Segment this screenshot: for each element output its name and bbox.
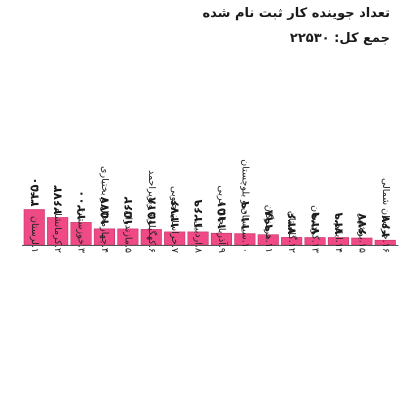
category-label-16: ۱۶.خراسان شمالی: [380, 178, 391, 253]
category-label-8: ۸.اردبیل: [193, 221, 204, 253]
chart-subtitle: جمع کل: ۲۲۵۳۰: [289, 31, 390, 46]
category-label-7: ۷.خراسان جنوبی: [169, 186, 180, 253]
value-label-14: ۷۲۹: [331, 212, 345, 235]
category-label-12: ۱۲.گلستان: [286, 211, 298, 253]
value-label-9: ۱۱۵۱: [214, 201, 228, 230]
category-label-6: ۶.کهگیلویه وبویراحمد: [146, 170, 158, 253]
value-label-1: ۳۴۵۰: [27, 177, 41, 206]
value-label-7: ۱۲۷۶: [168, 200, 182, 229]
category-label-3: ۳.خوزستان: [76, 209, 87, 253]
value-label-13: ۷۲۹: [308, 212, 322, 235]
category-label-1: ۱.لرستان: [29, 216, 40, 253]
value-label-5: ۱۵۶۲: [121, 196, 135, 226]
category-label-10: ۱۰.سیستان و بلوچستان: [239, 159, 250, 253]
value-label-12: ۷۳۶: [285, 212, 299, 234]
category-label-9: ۹.آذربایجان غربی: [216, 185, 229, 253]
category-label-2: ۲.کرمانشاه: [52, 208, 63, 253]
category-label-14: ۱۴.ایلام: [333, 223, 344, 253]
chart-title: تعداد جوینده کار ثبت نام شده: [202, 6, 390, 21]
category-label-5: ۵.مازندران: [122, 210, 133, 253]
value-label-11: ۹۹۸: [261, 209, 275, 232]
value-label-6: ۱۵۱۸: [144, 196, 158, 226]
value-labels-group: ۳۴۵۰ ۲۶۷۳ ۲۲۰۰ ۱۵۷۷ ۱۵۶۲ ۱۵۱۸ ۱۲۷۶ ۱۲۶۹ ۱۱۵۱ ۱۱۰۹…: [27, 177, 392, 237]
category-labels-group: ۱.لرستان ۲.کرمانشاه ۳.خوزستان ۴.چهارمحال و …: [29, 159, 391, 253]
value-label-15: ۶۷۷: [355, 212, 369, 235]
value-label-2: ۲۶۷۳: [51, 185, 65, 215]
value-label-8: ۱۲۶۹: [191, 199, 205, 229]
value-label-10: ۱۱۰۹: [238, 201, 252, 231]
category-label-11: ۱۱.هرمزگان: [263, 205, 275, 253]
category-label-15: ۱۵.بوشهر: [356, 214, 367, 253]
value-label-4: ۱۵۷۷: [97, 196, 111, 226]
value-label-3: ۲۲۰۰: [74, 190, 88, 219]
category-label-13: ۱۳.کردستان: [310, 205, 321, 253]
value-label-16: ۴۶۷: [378, 215, 392, 238]
category-label-4: ۴.چهارمحال و بختیاری: [99, 166, 110, 253]
